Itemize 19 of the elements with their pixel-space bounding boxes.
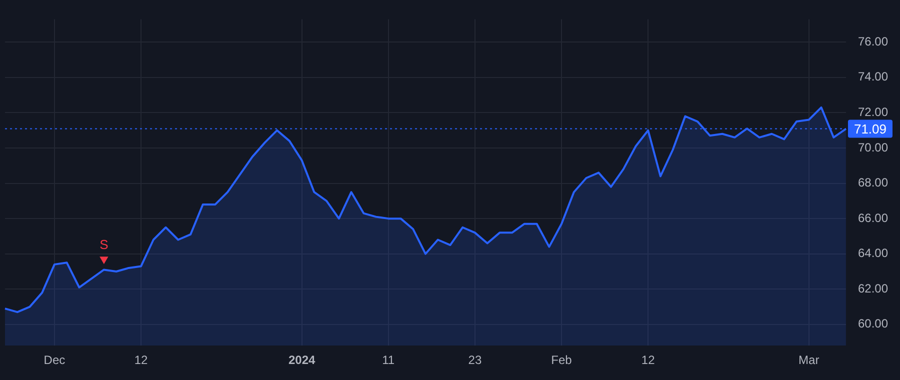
- ref-line-label: 71.09: [854, 121, 887, 136]
- y-tick-label: 74.00: [858, 70, 888, 84]
- y-tick-label: 76.00: [858, 34, 888, 48]
- y-tick-label: 60.00: [858, 316, 888, 331]
- y-tick-label: 72.00: [858, 105, 888, 120]
- x-tick-label: 12: [134, 353, 148, 368]
- x-tick-label: 23: [468, 353, 482, 368]
- y-tick-label: 64.00: [858, 246, 888, 260]
- y-tick-label: 62.00: [858, 281, 888, 296]
- x-tick-label: 11: [382, 353, 395, 368]
- annotation: S: [100, 237, 109, 252]
- y-tick-label: 68.00: [858, 176, 888, 190]
- x-tick-label: Dec: [44, 353, 66, 368]
- y-tick-label: 66.00: [858, 210, 888, 225]
- x-tick-label: Mar: [798, 353, 820, 368]
- x-tick-label: 12: [641, 353, 656, 368]
- x-tick-label: 2024: [288, 353, 316, 368]
- x-tick-label: Feb: [551, 353, 572, 368]
- y-tick-label: 70.00: [858, 140, 888, 154]
